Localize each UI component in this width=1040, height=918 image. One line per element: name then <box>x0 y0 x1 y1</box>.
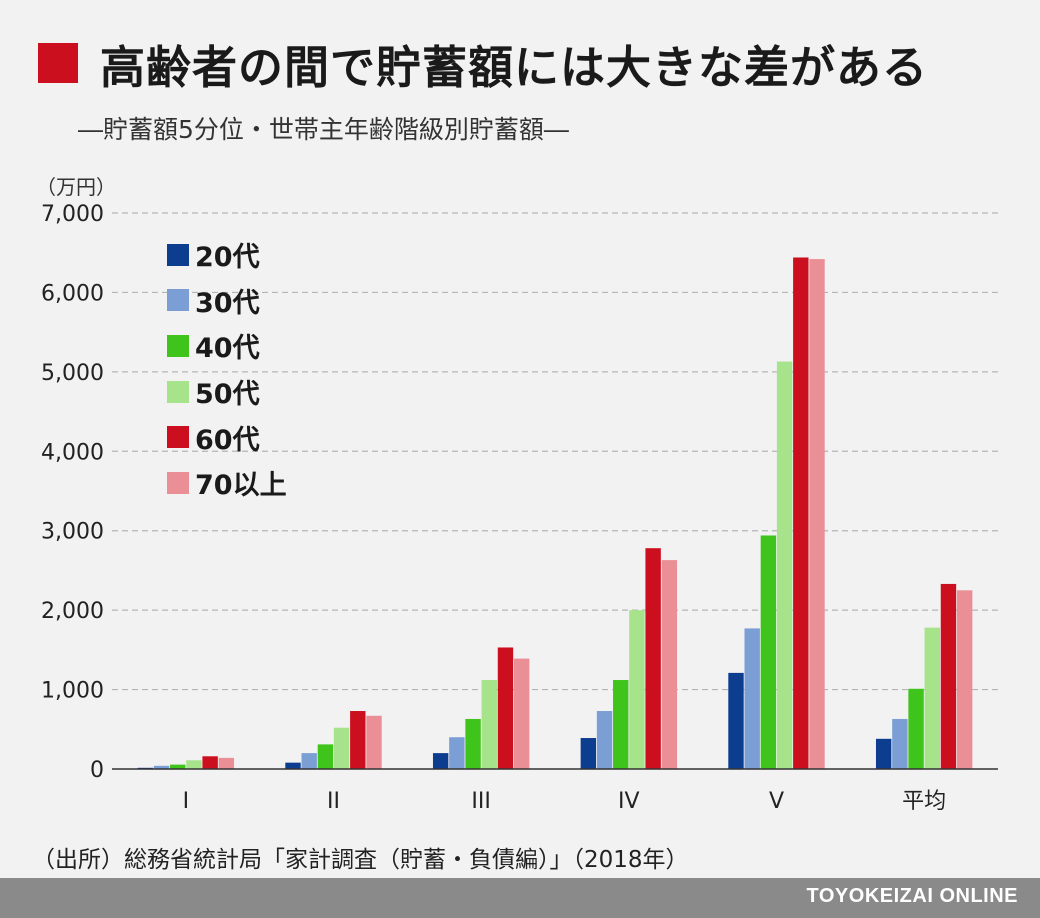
bar <box>596 711 613 769</box>
legend-label: 30代 <box>195 287 260 319</box>
bar <box>661 560 678 769</box>
legend-item: 60代 <box>167 414 287 460</box>
x-tick-label: V <box>769 789 784 814</box>
title-row: 高齢者の間で貯蓄額には大きな差がある <box>38 28 928 98</box>
bar <box>481 680 497 769</box>
y-tick-label: 3,000 <box>41 520 104 545</box>
title-marker <box>38 43 78 83</box>
y-tick-label: 4,000 <box>41 440 104 465</box>
bar <box>513 658 530 769</box>
y-tick-label: 5,000 <box>41 361 104 386</box>
bar <box>350 711 366 769</box>
chart-subtitle: ―貯蓄額5分位・世帯主年齢階級別貯蓄額― <box>78 115 569 144</box>
legend-item: 70以上 <box>167 460 287 506</box>
x-tick-label: I <box>183 789 190 814</box>
bar <box>449 737 465 769</box>
bar <box>366 715 382 769</box>
chart-title: 高齢者の間で貯蓄額には大きな差がある <box>100 40 929 94</box>
legend: 20代 30代 40代 50代 60代 70以上 <box>167 232 287 506</box>
legend-item: 40代 <box>167 323 287 369</box>
bar <box>218 757 235 769</box>
legend-item: 30代 <box>167 278 287 324</box>
bar <box>497 647 514 769</box>
bar <box>728 672 744 769</box>
y-tick-label: 7,000 <box>41 202 104 227</box>
bar <box>317 744 334 769</box>
footer-brand: TOYOKEIZAI ONLINE <box>806 885 1018 907</box>
x-tick-label: III <box>471 789 490 814</box>
legend-swatch <box>167 334 189 357</box>
legend-label: 60代 <box>195 424 260 456</box>
legend-label: 40代 <box>195 333 260 365</box>
source-note: （出所）総務省統計局「家計調査（貯蓄・負債編）」（2018年） <box>32 847 689 873</box>
legend-label: 50代 <box>195 379 260 411</box>
legend-swatch <box>167 289 189 312</box>
bar <box>760 535 777 769</box>
x-tick-label: 平均 <box>902 789 946 814</box>
footer-bar: TOYOKEIZAI ONLINE <box>0 878 1040 918</box>
x-tick-label: IV <box>618 789 640 814</box>
y-tick-label: 0 <box>90 758 104 783</box>
bar <box>924 627 940 769</box>
bar <box>202 756 218 769</box>
bar <box>940 583 957 769</box>
legend-item: 50代 <box>167 369 287 415</box>
bar <box>645 548 661 769</box>
x-tick-label: II <box>327 789 340 814</box>
legend-item: 20代 <box>167 232 287 278</box>
bar <box>793 257 809 769</box>
bar <box>465 718 481 769</box>
y-tick-label: 2,000 <box>41 599 104 624</box>
bar <box>153 765 170 769</box>
legend-label: 70以上 <box>195 470 287 502</box>
y-axis-unit-label: （万円） <box>36 175 116 199</box>
bar <box>956 590 973 769</box>
bar <box>776 361 793 769</box>
legend-swatch <box>167 380 189 403</box>
bar <box>186 760 202 769</box>
bar <box>629 610 645 769</box>
bar <box>301 753 317 769</box>
legend-swatch <box>167 471 189 494</box>
bar <box>170 764 186 769</box>
legend-swatch <box>167 426 189 449</box>
bar <box>333 727 350 769</box>
bar <box>875 738 892 769</box>
legend-label: 20代 <box>195 242 260 274</box>
bar <box>892 718 908 769</box>
bar <box>613 680 629 769</box>
bar <box>580 738 597 769</box>
bar <box>744 628 760 769</box>
legend-swatch <box>167 243 189 266</box>
bar <box>285 762 301 769</box>
y-tick-label: 1,000 <box>41 679 104 704</box>
y-tick-label: 6,000 <box>41 281 104 306</box>
bar <box>432 753 449 769</box>
bar <box>809 259 825 769</box>
bar <box>908 688 924 769</box>
